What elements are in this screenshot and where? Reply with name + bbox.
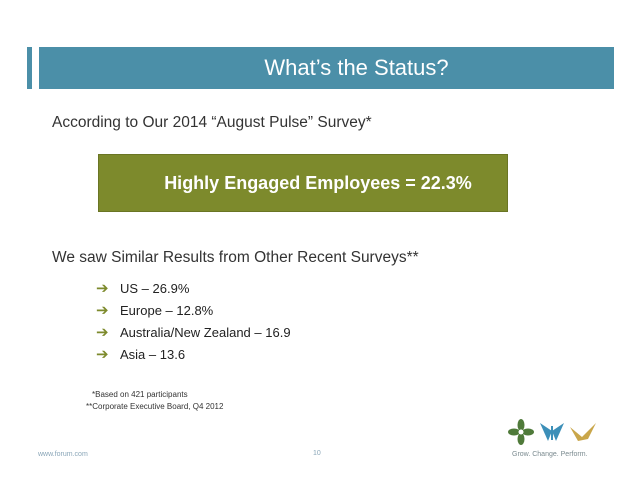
- right-arrow-icon: ➔: [96, 323, 109, 341]
- bullet-text: US – 26.9%: [120, 280, 190, 296]
- right-arrow-icon: ➔: [96, 279, 109, 297]
- intro-text: According to Our 2014 “August Pulse” Sur…: [52, 114, 372, 131]
- logo-flower-icon: [508, 419, 534, 445]
- bullet-text: Australia/New Zealand – 16.9: [120, 324, 291, 340]
- company-logo: [508, 419, 596, 445]
- footnote: **Corporate Executive Board, Q4 2012: [86, 402, 224, 411]
- footnote: *Based on 421 participants: [92, 390, 188, 399]
- right-arrow-icon: ➔: [96, 301, 109, 319]
- footnotes: *Based on 421 participants **Corporate E…: [86, 389, 223, 413]
- bullet-text: Asia – 13.6: [120, 346, 186, 362]
- bullet-text: Europe – 12.8%: [120, 302, 214, 318]
- page-number: 10: [313, 450, 321, 457]
- list-item: ➔ US – 26.9%: [96, 277, 291, 299]
- logo-bird-icon: [570, 423, 596, 441]
- slide-title: What’s the Status?: [264, 55, 449, 80]
- footer-url: www.forum.com: [38, 451, 88, 458]
- highlight-box: Highly Engaged Employees = 22.3%: [98, 154, 508, 212]
- subhead-text: We saw Similar Results from Other Recent…: [52, 249, 419, 266]
- highlight-text: Highly Engaged Employees = 22.3%: [164, 172, 472, 193]
- right-arrow-icon: ➔: [96, 345, 109, 363]
- title-bar: What’s the Status?: [39, 47, 614, 89]
- logo-butterfly-icon: [540, 423, 564, 441]
- list-item: ➔ Australia/New Zealand – 16.9: [96, 321, 291, 343]
- bullet-list: ➔ US – 26.9% ➔ Europe – 12.8% ➔ Australi…: [96, 277, 291, 365]
- tagline: Grow. Change. Perform.: [512, 451, 588, 458]
- list-item: ➔ Asia – 13.6: [96, 343, 291, 365]
- highlight-box-border: [98, 154, 508, 212]
- title-accent-bar: [27, 47, 32, 89]
- list-item: ➔ Europe – 12.8%: [96, 299, 291, 321]
